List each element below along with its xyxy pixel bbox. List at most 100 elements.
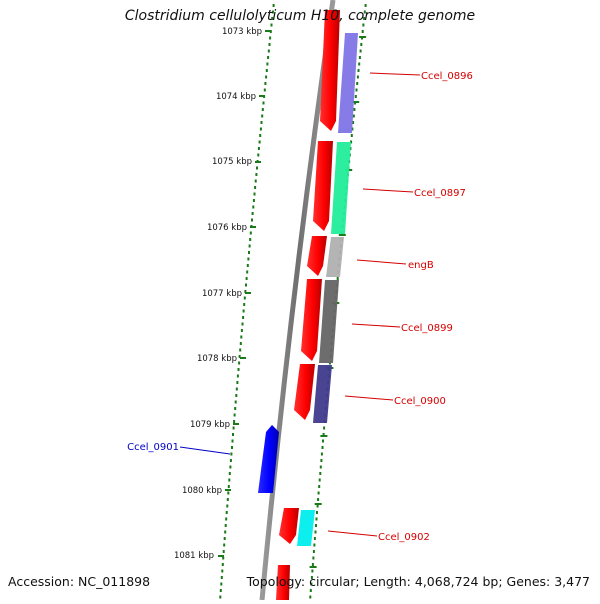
forward-gene-track xyxy=(276,10,340,600)
outer-major-tick xyxy=(309,566,317,568)
inner-tick-dot xyxy=(264,82,267,85)
outer-tick-dot xyxy=(323,426,326,430)
inner-tick-dot xyxy=(245,277,248,280)
inner-tick-dot xyxy=(270,23,273,27)
inner-tick-dot xyxy=(268,43,271,46)
inner-tick-dot xyxy=(261,114,264,118)
outer-tick-dot xyxy=(356,75,359,79)
gene-label-ccel-0896[interactable]: Ccel_0896 xyxy=(421,71,473,82)
outer-tick-dot xyxy=(322,439,324,443)
inner-tick-dot xyxy=(224,530,227,534)
feature-bar-ccel-0900 xyxy=(313,365,332,423)
leader-line-ccel-0896 xyxy=(369,72,421,76)
inner-tick-dot xyxy=(223,537,226,540)
outer-tick-dot xyxy=(310,582,313,586)
outer-tick-dot xyxy=(317,498,320,501)
inner-tick-dot xyxy=(244,290,247,293)
inner-tick-dot xyxy=(226,498,229,501)
inner-tick-dot xyxy=(265,69,268,72)
inner-tick-dot xyxy=(226,504,229,508)
outer-tick-dot xyxy=(363,17,366,20)
inner-tick-dot xyxy=(237,368,240,371)
inner-tick-dot xyxy=(267,56,270,59)
gene-label-engb[interactable]: engB xyxy=(408,260,434,271)
gene-arrow-partial xyxy=(276,565,290,600)
inner-tick-dot xyxy=(232,433,234,436)
inner-tick-dot xyxy=(267,49,270,53)
inner-tick-dot xyxy=(254,186,257,189)
gene-arrow-ccel-0902[interactable] xyxy=(279,508,299,544)
leader-line-ccel-0901 xyxy=(179,446,231,455)
inner-tick-dot xyxy=(231,439,234,443)
inner-tick-dot xyxy=(221,569,224,573)
inner-tick-dot xyxy=(249,238,252,241)
gene-label-ccel-0899[interactable]: Ccel_0899 xyxy=(401,323,453,334)
inner-tick-dot xyxy=(236,374,239,378)
inner-tick-dot xyxy=(225,511,228,514)
outer-tick-dot xyxy=(359,49,362,53)
outer-tick-dot xyxy=(314,530,317,534)
feature-bar-engb xyxy=(326,237,344,277)
inner-tick-dot xyxy=(227,491,230,495)
inner-tick-dot xyxy=(265,75,268,79)
gene-arrow-ccel-0896[interactable] xyxy=(320,10,340,131)
map-title: Clostridium cellulolyticum H10, complete… xyxy=(124,8,476,24)
outer-tick-dot xyxy=(362,23,365,27)
gene-label-ccel-0897[interactable]: Ccel_0897 xyxy=(414,188,466,199)
outer-tick-dot xyxy=(319,472,322,475)
inner-tick-dot xyxy=(245,283,247,287)
gene-label-ccel-0902[interactable]: Ccel_0902 xyxy=(378,532,430,543)
outer-tick-dot xyxy=(358,62,361,66)
inner-tick-dot xyxy=(234,407,237,410)
inner-tick-dot xyxy=(235,387,238,391)
inner-tick-dot xyxy=(260,121,263,124)
inner-tick-dot xyxy=(248,251,250,254)
kbp-label-1075: 1075 kbp xyxy=(212,157,252,167)
inner-tick-dot xyxy=(228,472,231,475)
gene-arrow-ccel-0897[interactable] xyxy=(313,141,333,231)
inner-tick-dot xyxy=(253,192,256,196)
gene-arrow-ccel-0899[interactable] xyxy=(301,279,322,361)
outer-tick-dot xyxy=(313,537,316,540)
inner-tick-dot xyxy=(248,244,251,248)
outer-tick-dot xyxy=(351,127,354,131)
outer-tick-dot xyxy=(363,10,366,14)
gene-label-ccel-0901[interactable]: Ccel_0901 xyxy=(127,442,179,453)
outer-tick-dot xyxy=(318,478,321,482)
gene-arrow-engb[interactable] xyxy=(307,236,327,276)
inner-tick-dot xyxy=(232,426,235,430)
inner-tick-dot xyxy=(227,485,230,488)
inner-tick-dot xyxy=(242,309,245,313)
outer-tick-dot xyxy=(318,485,321,488)
kbp-label-1073: 1073 kbp xyxy=(222,27,262,37)
inner-tick-dot xyxy=(230,452,233,456)
inner-tick-dot xyxy=(222,556,225,560)
inner-tick-dot xyxy=(240,329,243,332)
inner-tick-dot xyxy=(220,576,223,579)
inner-tick-dot xyxy=(241,322,244,326)
inner-tick-dot xyxy=(254,179,257,183)
outer-tick-dot xyxy=(336,277,339,280)
accession-text: Accession: NC_011898 xyxy=(8,574,151,589)
outer-tick-dot xyxy=(320,452,323,456)
outer-tick-dot xyxy=(322,433,325,436)
outer-tick-dot xyxy=(315,517,318,521)
outer-tick-dot xyxy=(364,4,367,7)
leader-line-ccel-0902 xyxy=(327,530,378,537)
inner-tick-dot xyxy=(235,394,238,397)
gene-label-ccel-0900[interactable]: Ccel_0900 xyxy=(394,396,446,407)
outer-tick-dot xyxy=(352,114,355,118)
inner-tick-dot xyxy=(256,166,258,170)
gene-arrow-ccel-0900[interactable] xyxy=(294,364,315,420)
inner-tick-dot xyxy=(246,270,249,274)
outer-tick-dot xyxy=(316,511,318,514)
outer-tick-dot xyxy=(350,140,353,144)
feature-bar-ccel-0899 xyxy=(319,280,339,363)
kbp-label-1080: 1080 kbp xyxy=(182,486,222,496)
outer-tick-dot xyxy=(357,69,360,72)
kbp-label-1078: 1078 kbp xyxy=(197,354,237,364)
gene-arrow-ccel-0901[interactable] xyxy=(258,425,279,493)
outer-tick-dot xyxy=(353,108,356,111)
